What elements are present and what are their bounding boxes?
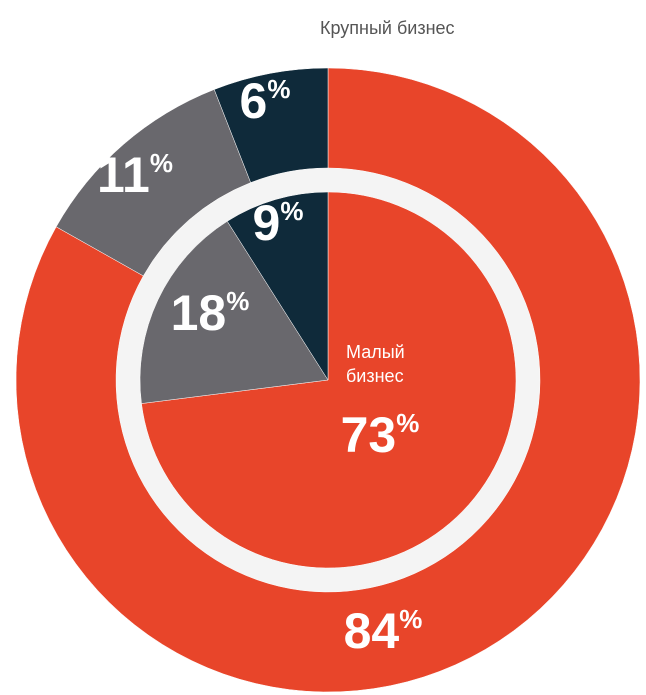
percent-unit: % — [267, 74, 290, 104]
percent-unit: % — [399, 604, 422, 634]
slice — [226, 191, 329, 381]
percent-label: 11% — [97, 147, 173, 203]
percent-label: 6% — [240, 73, 291, 129]
percent-value: 18 — [171, 285, 227, 341]
slice — [15, 67, 641, 693]
percent-unit: % — [280, 196, 303, 226]
percent-label: 73% — [341, 407, 420, 463]
slice — [139, 220, 329, 404]
percent-label: 18% — [171, 285, 250, 341]
percent-label: 9% — [253, 195, 304, 251]
percent-value: 11 — [97, 147, 150, 203]
percent-value: 9 — [253, 195, 281, 251]
percent-label: 84% — [344, 603, 423, 659]
percent-unit: % — [396, 408, 419, 438]
outer-title: Крупный бизнес — [320, 18, 455, 38]
percent-unit: % — [226, 286, 249, 316]
inner-title: Малый бизнес — [346, 342, 405, 386]
percent-unit: % — [150, 148, 173, 178]
slice — [141, 191, 517, 569]
percent-value: 6 — [240, 73, 268, 129]
slice — [213, 67, 329, 183]
percent-value: 73 — [341, 407, 397, 463]
percent-value: 84 — [344, 603, 400, 659]
